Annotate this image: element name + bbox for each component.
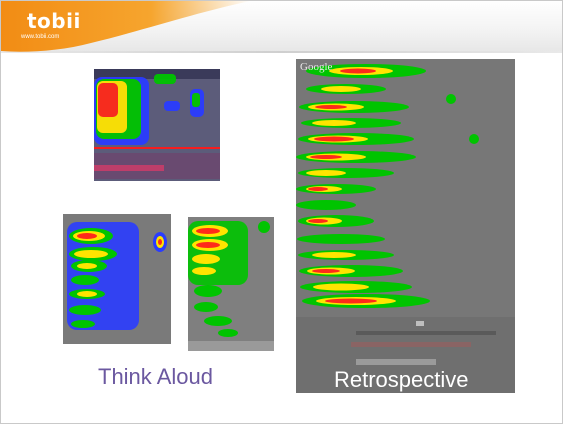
heatmap-svg bbox=[188, 217, 274, 351]
tobii-url: www.tobii.com bbox=[21, 34, 60, 40]
heatmap-think-aloud-bottom-left bbox=[63, 214, 171, 344]
heatmap-svg bbox=[63, 214, 171, 344]
tobii-logo-swoosh bbox=[1, 1, 251, 52]
heatmap-think-aloud-top bbox=[94, 69, 220, 181]
retrospective-label: Retrospective bbox=[334, 367, 469, 392]
google-logo-text: Google bbox=[300, 61, 333, 73]
heatmap-svg bbox=[94, 69, 220, 181]
tobii-logo: tobii bbox=[27, 9, 81, 33]
think-aloud-label: Think Aloud bbox=[98, 364, 213, 389]
heatmap-svg: Google bbox=[296, 59, 515, 393]
heatmap-retrospective: Google bbox=[296, 59, 515, 393]
header-divider bbox=[1, 51, 562, 53]
heatmap-think-aloud-bottom-middle bbox=[188, 217, 274, 351]
